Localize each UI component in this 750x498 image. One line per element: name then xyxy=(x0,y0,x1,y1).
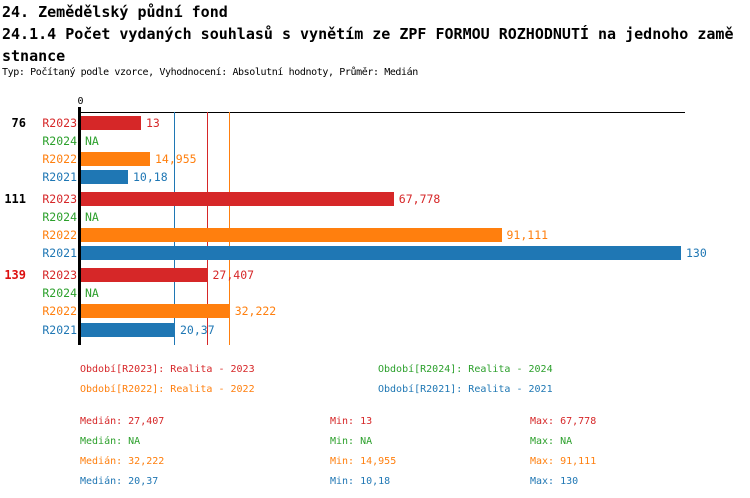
bar-value-label: 27,407 xyxy=(212,268,255,282)
legend-item-r2023: Období[R2023]: Realita - 2023 xyxy=(80,364,255,375)
group-label: 139 xyxy=(4,268,26,282)
stat-max: Max: 91,111 xyxy=(530,456,597,467)
bar-r2022 xyxy=(81,227,502,242)
bar-r2023 xyxy=(81,115,141,130)
legend-item-r2021: Období[R2021]: Realita - 2021 xyxy=(378,384,553,395)
bar-value-label: NA xyxy=(85,133,99,148)
bar-r2023 xyxy=(81,191,394,206)
series-label-r2022: R2022 xyxy=(42,151,77,166)
bar-value-label: 32,222 xyxy=(234,304,277,319)
series-label-r2021: R2021 xyxy=(42,246,77,261)
x-axis-line xyxy=(78,112,685,113)
indicator-title-line1: 24.1.4 Počet vydaných souhlasů s vynětím… xyxy=(2,25,734,43)
bar-value-label: 130 xyxy=(686,246,707,261)
stat-median: Medián: 20,37 xyxy=(80,476,159,487)
bar-value-label: NA xyxy=(85,209,99,224)
group-label: 76 xyxy=(11,115,26,130)
series-label-r2021: R2021 xyxy=(42,322,77,337)
stat-max: Max: 67,778 xyxy=(530,416,597,427)
series-label-r2024: R2024 xyxy=(42,286,77,301)
stat-min: Min: 13 xyxy=(330,416,373,427)
series-label-r2024: R2024 xyxy=(42,133,77,148)
report-title: 24. Zemědělský půdní fond xyxy=(2,3,228,21)
bar-value-label: 13 xyxy=(146,115,160,130)
stat-median: Medián: 27,407 xyxy=(80,416,165,427)
stat-median: Medián: NA xyxy=(80,436,141,447)
stat-min: Min: NA xyxy=(330,436,373,447)
series-label-r2021: R2021 xyxy=(42,170,77,185)
series-label-r2023: R2023 xyxy=(42,268,77,282)
bar-value-label: 20,37 xyxy=(180,322,215,337)
bar-value-label: 10,18 xyxy=(133,170,168,185)
y-axis-line xyxy=(78,107,81,345)
bar-r2021 xyxy=(81,322,175,337)
bar-value-label: 14,955 xyxy=(155,151,197,166)
bar-value-label: 91,111 xyxy=(506,227,549,242)
stat-max: Max: 130 xyxy=(530,476,579,487)
bar-value-label: 67,778 xyxy=(398,191,441,206)
stat-min: Min: 10,18 xyxy=(330,476,391,487)
bar-r2022 xyxy=(81,304,230,319)
stat-max: Max: NA xyxy=(530,436,573,447)
bar-r2021 xyxy=(81,246,681,261)
series-label-r2024: R2024 xyxy=(42,209,77,224)
legend-item-r2024: Období[R2024]: Realita - 2024 xyxy=(378,364,553,375)
x-axis-zero-tick-label: 0 xyxy=(77,96,84,107)
bar-r2021 xyxy=(81,170,128,185)
series-label-r2023: R2023 xyxy=(42,115,77,130)
series-label-r2022: R2022 xyxy=(42,304,77,319)
bar-value-label: NA xyxy=(85,286,99,301)
chart-meta-text: Typ: Počítaný podle vzorce, Vyhodnocení:… xyxy=(2,67,418,78)
legend-item-r2022: Období[R2022]: Realita - 2022 xyxy=(80,384,255,395)
indicator-title-line2: stnance xyxy=(2,47,66,65)
group-label: 111 xyxy=(4,191,26,206)
bar-r2022 xyxy=(81,151,150,166)
series-label-r2023: R2023 xyxy=(42,191,77,206)
bar-r2023 xyxy=(81,268,208,282)
stat-median: Medián: 32,222 xyxy=(80,456,165,467)
series-label-r2022: R2022 xyxy=(42,227,77,242)
stat-min: Min: 14,955 xyxy=(330,456,397,467)
